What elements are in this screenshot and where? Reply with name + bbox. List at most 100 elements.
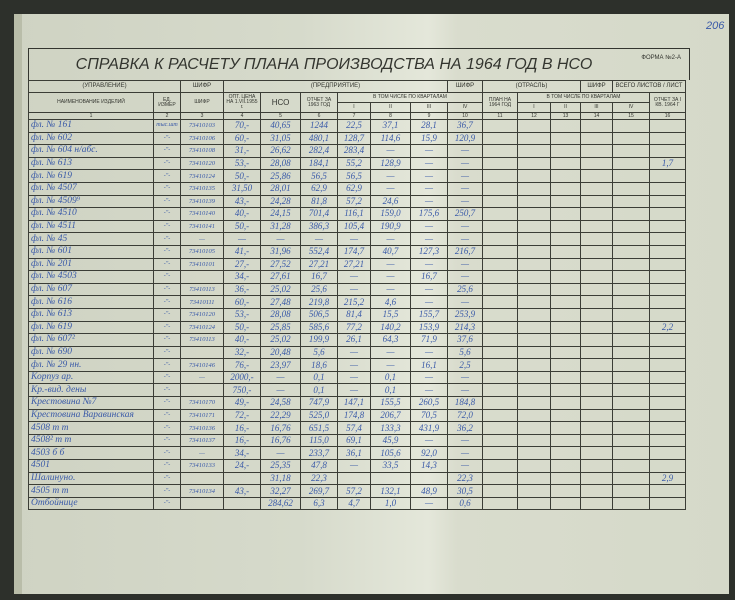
empty-cell: [580, 144, 613, 158]
empty-cell: [612, 207, 650, 221]
unit-cell: -"-: [153, 144, 181, 158]
q4-1963-cell: —: [447, 446, 483, 461]
q3-1963-cell: 15,9: [410, 131, 448, 146]
page-title: СПРАВКА К РАСЧЕТУ ПЛАНА ПРОИЗВОДСТВА НА …: [75, 56, 593, 73]
q1-1963-cell: 57,2: [337, 194, 371, 209]
code-cell: —: [180, 446, 224, 461]
price-cell: 31,-: [223, 144, 261, 158]
q4-1963-cell: 184,8: [447, 396, 483, 410]
report-q1-1964-cell: [649, 244, 686, 259]
col-name-header: НАИМЕНОВАНИЕ ИЗДЕЛИЙ: [28, 92, 154, 113]
price-cell: 60,-: [223, 131, 261, 146]
item-name-cell: Шалинуно.: [28, 471, 154, 486]
nso-cell: 31,05: [260, 131, 301, 146]
price-cell: [223, 496, 261, 511]
empty-cell: [517, 433, 551, 448]
q3-1963-cell: 28,1: [410, 119, 448, 133]
item-name-cell: фл. № 29 нн.: [28, 358, 154, 372]
q4-1963-cell: —: [447, 383, 483, 398]
report-q1-1964-cell: [649, 408, 686, 423]
empty-cell: [517, 358, 551, 372]
enterprise-code-label: ШИФР: [447, 80, 483, 93]
table-row: фл. № 607 -"- 73410113 36,- 25,02 25,6— — —25,6: [28, 282, 686, 297]
empty-cell: [612, 459, 650, 473]
empty-cell: [517, 207, 551, 221]
table-row: фл. № 4507 -"- 73410135 31,50 28,01 62,9 62,9—…: [28, 181, 686, 196]
table-row: фл. № 613 -"- 73410120 53,- 28,08 506,5 81,4 15…: [28, 307, 686, 322]
nso-cell: 28,01: [260, 181, 301, 196]
q3-1963-cell: 71,9: [410, 333, 448, 347]
code-cell: 73410170: [180, 396, 224, 410]
q4-1963-cell: 25,6: [447, 282, 483, 297]
quarter-header: III: [580, 102, 613, 113]
q4-1963-cell: —: [447, 459, 483, 473]
q3-1963-cell: 155,7: [410, 307, 448, 322]
empty-cell: [482, 471, 518, 486]
empty-cell: [517, 194, 551, 209]
price-cell: 2000,-: [223, 370, 261, 385]
report-1963-cell: 386,3: [300, 219, 338, 234]
empty-cell: [580, 119, 613, 133]
nso-cell: 16,76: [260, 421, 301, 435]
table-row: фл. № 604 н/абс. -"- 73410108 31,- 26,62 282,…: [28, 144, 686, 158]
empty-cell: [550, 471, 581, 486]
empty-cell: [580, 194, 613, 209]
empty-cell: [482, 219, 518, 234]
item-name-cell: фл. № 4510: [28, 207, 154, 221]
empty-cell: [517, 144, 551, 158]
empty-cell: [517, 181, 551, 196]
table-row: фл. № 161 тыс.шт 73410103 70,- 40,65 1244 22,5…: [28, 119, 686, 133]
q4-1963-cell: 120,9: [447, 131, 483, 146]
q4-1963-cell: —: [447, 270, 483, 284]
empty-cell: [517, 307, 551, 322]
code-cell: 73410106: [180, 131, 224, 146]
q1-1963-cell: 283,4: [337, 144, 371, 158]
empty-cell: [580, 383, 613, 398]
q2-1963-cell: 105,6: [370, 446, 411, 461]
code-cell: —: [180, 370, 224, 385]
unit-cell: тыс.шт: [153, 119, 181, 133]
empty-cell: [482, 144, 518, 158]
report-1963-cell: 269,7: [300, 484, 338, 498]
empty-cell: [517, 257, 551, 272]
nso-cell: 24,28: [260, 194, 301, 209]
item-name-cell: фл. № 4511: [28, 219, 154, 234]
empty-cell: [517, 282, 551, 297]
empty-cell: [517, 156, 551, 171]
table-row: Крестовина Варавинская -"- 73410171 72,- 22,…: [28, 408, 686, 423]
unit-cell: -"-: [153, 219, 181, 234]
report-1963-cell: 219,8: [300, 295, 338, 309]
item-name-cell: 4508 т т: [28, 421, 154, 435]
empty-cell: [550, 484, 581, 498]
unit-cell: -"-: [153, 383, 181, 398]
column-number: 14: [580, 112, 613, 120]
q1-1963-cell: 56,5: [337, 169, 371, 183]
item-name-cell: фл. № 604 н/абс.: [28, 144, 154, 158]
unit-cell: -"-: [153, 270, 181, 284]
q2-1963-cell: 140,2: [370, 320, 411, 335]
empty-cell: [580, 433, 613, 448]
code-cell: 73410113: [180, 333, 224, 347]
nso-cell: 284,62: [260, 496, 301, 511]
col-price-header: ОПТ. ЦЕНА НА 1.VII.1955 г.: [223, 92, 261, 113]
empty-cell: [612, 307, 650, 322]
table-row: Отбойнице -"- 284,62 6,3 4,7 1,0—0,6: [28, 496, 686, 511]
nso-cell: 25,02: [260, 333, 301, 347]
empty-cell: [482, 421, 518, 435]
empty-cell: [580, 181, 613, 196]
item-name-cell: фл. № 602: [28, 131, 154, 146]
table-row: Корпуз ар. -"- —2000,- —0,1—0,1— —: [28, 370, 686, 385]
table-row: фл. № 619 -"- 73410124 50,- 25,85 585,6 77,2 14…: [28, 320, 686, 335]
report-q1-1964-cell: [649, 144, 686, 158]
q4-1963-cell: 214,3: [447, 320, 483, 335]
empty-cell: [612, 270, 650, 284]
nso-cell: 27,52: [260, 257, 301, 272]
empty-cell: [580, 408, 613, 423]
price-cell: 27,-: [223, 257, 261, 272]
q3-1963-cell: —: [410, 169, 448, 183]
nso-cell: 40,65: [260, 119, 301, 133]
empty-cell: [580, 219, 613, 234]
q3-1963-cell: 260,5: [410, 396, 448, 410]
empty-cell: [517, 169, 551, 183]
q4-1963-cell: —: [447, 194, 483, 209]
